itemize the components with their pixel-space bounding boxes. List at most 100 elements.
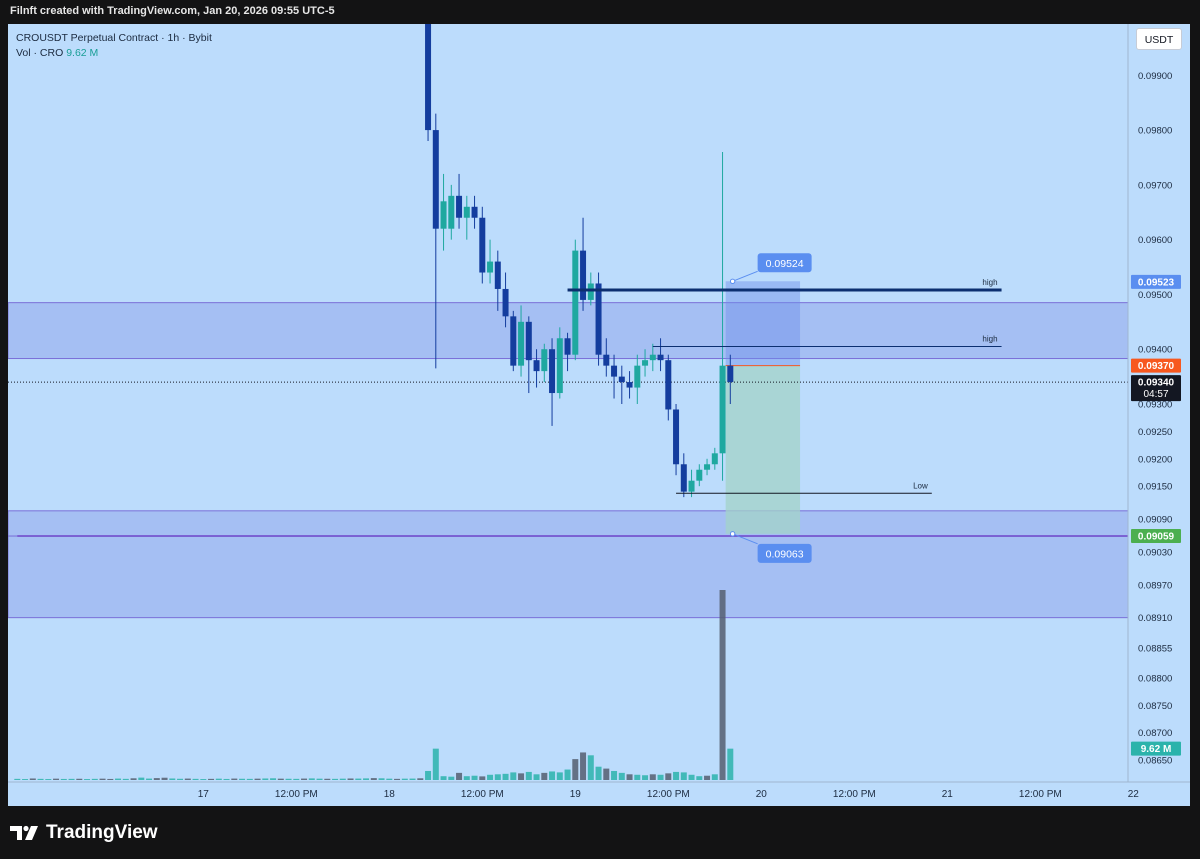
chart-frame[interactable] <box>8 24 1190 806</box>
price-chart[interactable]: high high Low 0.09524 0.09063 0.09900 0.09800 0… <box>0 0 1200 806</box>
candle-body-2 <box>440 201 447 229</box>
x-tick-7: 12:00 PM <box>833 789 876 800</box>
volume-bar-31 <box>254 778 261 780</box>
candle-body-16 <box>549 349 556 394</box>
volume-bar-47 <box>378 778 385 780</box>
volume-bar-80 <box>634 774 641 780</box>
volume-bar-48 <box>386 778 393 780</box>
volume-bar-77 <box>611 770 618 780</box>
candle-body-37 <box>711 453 718 465</box>
volume-bar-20 <box>169 778 176 780</box>
currency-button[interactable]: USDT <box>1136 28 1182 50</box>
callout-box-0 <box>757 253 812 273</box>
candle-body-22 <box>595 283 602 355</box>
volume-tag <box>1131 741 1181 756</box>
volume-bar-32 <box>262 778 269 780</box>
volume-bar-18 <box>153 778 160 780</box>
volume-bar-75 <box>595 766 602 780</box>
volume-bar-61 <box>487 774 494 780</box>
y-tick-5: 0.09400 <box>1138 345 1172 356</box>
volume-bar-63 <box>502 773 509 780</box>
candle-body-0 <box>425 24 432 131</box>
volume-bar-7 <box>68 778 75 780</box>
candle-body-34 <box>688 480 695 492</box>
price-tag-text-3: 0.09059 <box>1138 532 1175 543</box>
position-reward-box <box>725 365 801 534</box>
candle-body-27 <box>634 365 641 388</box>
volume-bar-56 <box>448 776 455 780</box>
volume-bar-90 <box>711 774 718 780</box>
callout-leader-1 <box>732 533 758 545</box>
volume-bar-60 <box>479 776 486 780</box>
volume-bar-74 <box>587 755 594 780</box>
volume-bar-45 <box>363 778 370 780</box>
volume-bar-23 <box>192 778 199 780</box>
volume-bar-13 <box>115 778 122 780</box>
volume-bar-40 <box>324 778 331 780</box>
volume-bar-26 <box>215 778 222 780</box>
volume-bar-69 <box>549 771 556 780</box>
price-tag-2 <box>1131 375 1181 402</box>
volume-bar-6 <box>60 778 67 780</box>
candle-body-33 <box>680 464 687 492</box>
volume-bar-81 <box>642 775 649 780</box>
volume-bar-46 <box>370 778 377 780</box>
candle-body-29 <box>649 354 656 361</box>
candle-body-20 <box>580 250 587 300</box>
y-tick-15: 0.08800 <box>1138 673 1172 684</box>
volume-bar-92 <box>727 748 734 780</box>
volume-bar-89 <box>704 775 711 780</box>
y-tick-8: 0.09200 <box>1138 454 1172 465</box>
volume-legend-value: 9.62 M <box>66 47 99 59</box>
candle-body-39 <box>727 365 734 383</box>
volume-bar-39 <box>316 778 323 780</box>
candle-body-11 <box>510 316 517 366</box>
volume-bar-28 <box>231 778 238 780</box>
volume-bar-79 <box>626 774 633 780</box>
volume-bar-84 <box>665 773 672 780</box>
volume-bar-2 <box>29 778 36 780</box>
volume-bar-71 <box>564 769 571 780</box>
candle-body-30 <box>657 354 664 361</box>
volume-bar-78 <box>618 772 625 780</box>
candle-body-31 <box>665 360 672 410</box>
candle-body-10 <box>502 288 509 317</box>
attribution-text: Filnft created with TradingView.com, Jan… <box>10 5 335 17</box>
x-tick-9: 12:00 PM <box>1019 789 1062 800</box>
volume-legend: Vol · CRO 9.62 M <box>16 46 212 61</box>
candle-body-4 <box>456 195 463 218</box>
volume-bar-88 <box>696 776 703 780</box>
volume-bar-67 <box>533 774 540 780</box>
volume-bar-42 <box>339 778 346 780</box>
x-tick-3: 12:00 PM <box>461 789 504 800</box>
candle-body-36 <box>704 464 711 470</box>
volume-bar-55 <box>440 776 447 780</box>
zone-2 <box>8 510 1128 537</box>
callout-text-0: 0.09524 <box>766 258 804 270</box>
volume-bar-33 <box>270 778 277 780</box>
callout-leader-0 <box>732 270 758 282</box>
candle-body-8 <box>487 261 494 273</box>
y-tick-14: 0.08855 <box>1138 643 1172 654</box>
volume-bar-44 <box>355 778 362 780</box>
volume-bar-51 <box>409 778 416 780</box>
price-tag-1 <box>1131 358 1181 373</box>
x-tick-0: 17 <box>198 789 210 800</box>
y-tick-10: 0.09090 <box>1138 515 1172 526</box>
y-tick-7: 0.09250 <box>1138 427 1172 438</box>
tradingview-logo[interactable]: TradingView <box>10 822 158 844</box>
candle-body-18 <box>564 338 571 355</box>
plot-area: high high Low <box>8 24 1128 780</box>
volume-bar-27 <box>223 778 230 780</box>
candle-body-13 <box>525 321 532 361</box>
volume-bar-29 <box>239 778 246 780</box>
volume-bar-34 <box>277 778 284 780</box>
volume-bar-57 <box>456 772 463 780</box>
volume-bar-68 <box>541 772 548 780</box>
volume-bar-21 <box>177 778 184 780</box>
candle-body-5 <box>463 206 470 218</box>
y-tick-9: 0.09150 <box>1138 482 1172 493</box>
volume-bar-3 <box>37 778 44 780</box>
candle-body-32 <box>673 409 680 465</box>
candle-body-35 <box>696 469 703 481</box>
